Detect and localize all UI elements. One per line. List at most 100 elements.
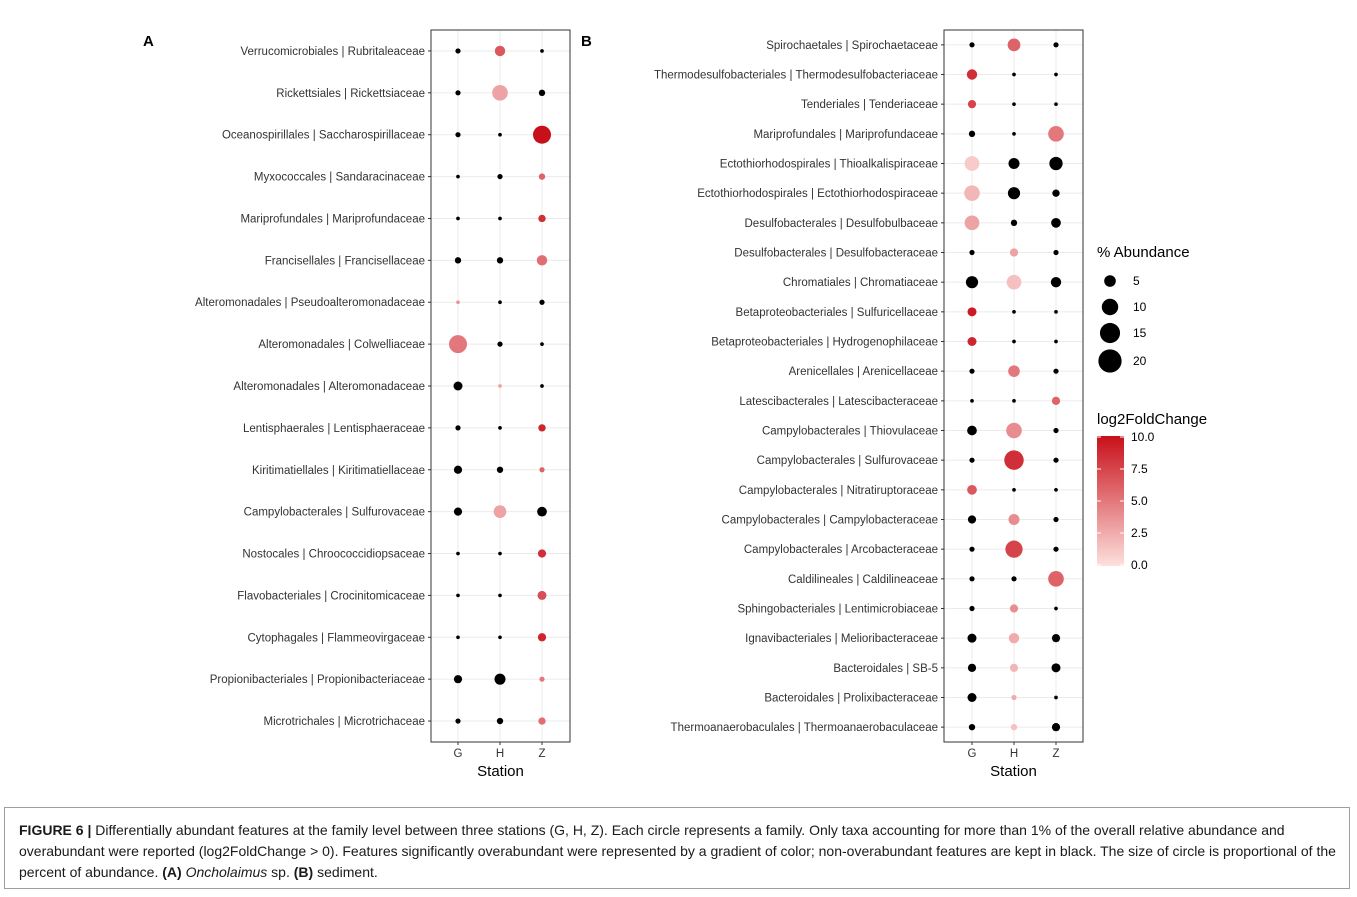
panel-a-point [498,216,502,221]
panel-a-point [498,551,502,556]
panel-b-xtick-label: Z [1052,748,1059,760]
panel-a-point [539,467,545,473]
panel-a-panel-border [430,29,571,743]
panel-b-point [967,337,977,346]
color-legend-label: 10.0 [1131,430,1155,444]
panel-a-point [537,590,547,600]
figure-canvas: Verrucomicrobiales | Rubritaleaceae Ricke… [143,29,1207,780]
panel-a-point [456,635,460,640]
panel-b-point [967,633,977,643]
panel-b-point [1051,396,1061,405]
panel-b-point [1054,72,1058,77]
panel-a-ytick-label: Kiritimatiellales | Kiritimatiellaceae [252,465,425,477]
panel-b-ytick-label: Arenicellales | Arenicellaceae [789,366,938,378]
panel-b-point [967,425,977,436]
caption-body: Differentially abundant features at the … [19,822,1336,880]
caption-b-ref: (B) [293,864,314,880]
caption-b-text: sediment. [317,864,378,880]
panel-b-ytick-label: Chromatiales | Chromatiaceae [783,277,938,289]
panel-b-point [1008,513,1020,526]
panel-b-point [1052,189,1060,197]
panel-a-point [498,384,502,388]
panel-b-point [967,484,977,495]
size-legend-label: 10 [1133,300,1147,314]
panel-a-point [539,299,545,305]
panel-a-point [456,174,460,179]
panel-b-point [1009,663,1019,672]
panel-b-point [1053,42,1059,48]
panel-a-ytick-label: Francisellales | Francisellaceae [265,255,425,267]
panel-a-point [532,125,552,144]
panel-b-point [1005,540,1023,558]
panel-b-point [964,215,980,231]
caption-a-ref: (A) [162,864,182,880]
panel-b-label: B [581,33,592,50]
panel-a-ytick-label: Verrucomicrobiales | Rubritaleaceae [240,46,425,58]
panel-b-point [1053,427,1059,434]
panel-a-point [538,173,546,180]
panel-b-point [1012,309,1016,314]
panel-b-point [1048,126,1064,142]
panel-a-point [455,48,461,54]
panel-a-point [538,717,546,725]
panel-b-ytick-label: Ectothiorhodospirales | Thioalkalispirac… [720,159,938,171]
panel-a-point [453,675,463,684]
panel-b-ytick-label: Campylobacterales | Nitratiruptoraceae [739,485,938,497]
panel-b-point [1008,157,1020,170]
size-legend-key [1098,349,1122,373]
panel-b-point [967,307,977,317]
panel-b-point [969,368,975,374]
panel-a-point [497,173,503,180]
panel-a-point [448,335,468,354]
panel-a-point [497,341,503,347]
panel-b-point [1053,457,1059,463]
size-legend-key [1099,322,1121,344]
panel-b-point [1049,156,1063,171]
panel-a-xtick-label: H [496,748,504,760]
panel-b-xtick-label: G [968,748,977,760]
panel-b-ytick-label: Bacteroidales | Prolixibacteraceae [764,693,938,705]
panel-a-point [492,85,508,101]
color-legend-label: 7.5 [1131,462,1148,476]
panel-a-ytick-label: Rickettsiales | Rickettsiaceae [276,88,425,100]
panel-b-point [1007,38,1021,52]
color-legend-label: 5.0 [1131,494,1148,508]
panel-a-point [498,426,502,430]
panel-a-ytick-label: Propionibacteriales | Propionibacteriace… [210,674,425,686]
panel-a-ytick-label: Campylobacterales | Sulfurovaceae [244,507,425,519]
panel-a-ytick-label: Mariprofundales | Mariprofundaceae [240,213,425,225]
panel-a-ytick-label: Microtrichales | Microtrichaceae [264,716,425,728]
panel-a-point [498,132,502,137]
panel-b-point [1054,695,1058,700]
panel-a-point [496,257,504,264]
panel-b-ytick-label: Ectothiorhodospirales | Ectothiorhodospi… [697,188,938,200]
panel-b-point [1053,249,1059,256]
panel-b-point [1011,576,1017,582]
panel-a-ytick-label: Alteromonadales | Alteromonadaceae [233,381,425,393]
panel-b-ytick-label: Betaproteobacteriales | Sulfuricellaceae [736,307,938,319]
panel-b-point [969,249,975,256]
size-legend-label: 5 [1133,274,1140,288]
panel-a-point [538,424,546,432]
panel-b-point [1012,487,1016,492]
panel-b-point [1006,274,1022,290]
panel-b-point [969,605,975,612]
color-legend-bar [1097,436,1124,566]
panel-b-point [966,69,978,80]
panel-b-point [968,130,976,138]
panel-b-point [967,515,977,524]
panel-b-point [1012,131,1016,136]
color-legend-title: log2FoldChange [1097,411,1207,428]
panel-b-point [1010,219,1018,227]
panel-a-label: A [143,33,154,50]
panel-b-ytick-label: Desulfobacterales | Desulfobulbaceae [745,218,939,230]
panel-a-point [493,505,507,519]
panel-b-point [1054,102,1058,107]
panel-b-point [967,693,977,702]
panel-a-point [540,49,544,53]
panel-a-ytick-label: Oceanospirillales | Saccharospirillaceae [222,130,425,142]
panel-a-point [453,507,463,516]
panel-a-point [538,89,546,97]
panel-a-point [455,425,461,431]
